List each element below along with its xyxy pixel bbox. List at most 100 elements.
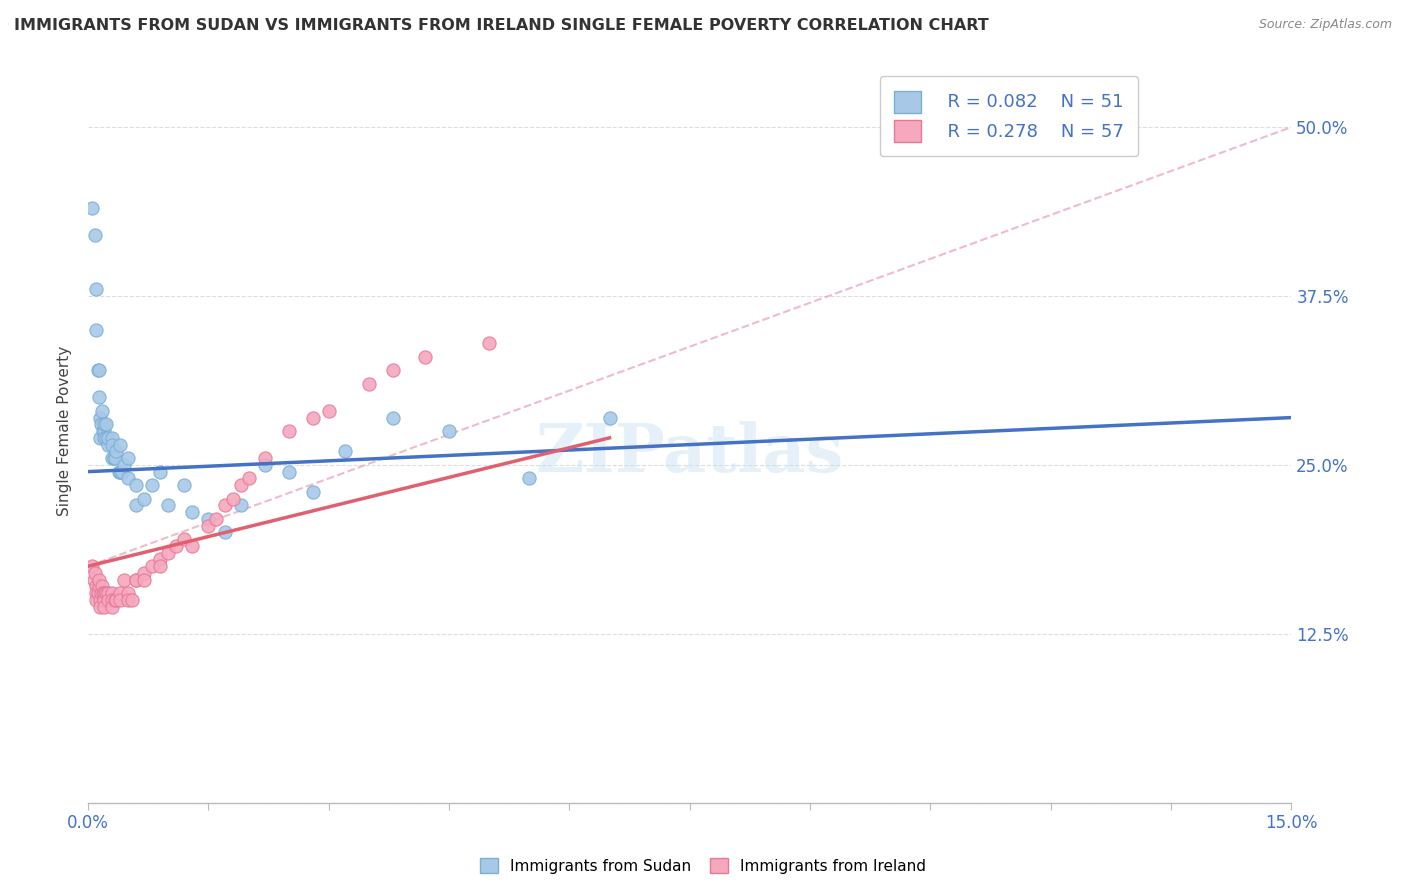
Point [134, 573, 156, 587]
Point [173, 532, 195, 546]
Point [94, 586, 117, 600]
Point [104, 451, 127, 466]
Text: IMMIGRANTS FROM SUDAN VS IMMIGRANTS FROM IRELAND SINGLE FEMALE POVERTY CORRELATI: IMMIGRANTS FROM SUDAN VS IMMIGRANTS FROM… [14, 18, 988, 33]
Point [83, 573, 105, 587]
Point [112, 573, 135, 587]
Point [89, 410, 111, 425]
Point [229, 478, 252, 492]
Point [381, 410, 404, 425]
Point [277, 465, 299, 479]
Point [117, 586, 139, 600]
Point [101, 451, 124, 466]
Point [89, 431, 111, 445]
Point [101, 599, 124, 614]
Point [101, 586, 124, 600]
Point [157, 499, 180, 513]
Point [333, 444, 356, 458]
Point [478, 336, 501, 351]
Point [110, 593, 132, 607]
Point [141, 478, 163, 492]
Point [301, 410, 323, 425]
Point [110, 586, 132, 600]
Point [517, 471, 540, 485]
Point [101, 437, 124, 451]
Point [87, 579, 110, 593]
Point [84, 282, 107, 296]
Point [90, 404, 112, 418]
Point [117, 593, 139, 607]
Point [437, 424, 460, 438]
Point [89, 593, 111, 607]
Point [197, 518, 219, 533]
Point [94, 431, 117, 445]
Point [93, 599, 115, 614]
Point [84, 323, 107, 337]
Point [238, 471, 260, 485]
Point [381, 363, 404, 377]
Point [105, 444, 128, 458]
Point [90, 417, 112, 432]
Point [125, 499, 148, 513]
Point [93, 431, 115, 445]
Point [112, 458, 135, 472]
Point [84, 586, 107, 600]
Legend:   R = 0.082    N = 51,   R = 0.278    N = 57: R = 0.082 N = 51, R = 0.278 N = 57 [880, 76, 1137, 156]
Point [181, 539, 204, 553]
Point [134, 566, 156, 580]
Point [83, 566, 105, 580]
Point [149, 552, 172, 566]
Point [253, 458, 276, 472]
Point [82, 559, 104, 574]
Point [97, 586, 120, 600]
Point [110, 437, 132, 451]
Point [157, 546, 180, 560]
Point [105, 593, 128, 607]
Point [229, 499, 252, 513]
Point [253, 451, 276, 466]
Point [149, 559, 172, 574]
Point [93, 593, 115, 607]
Point [101, 431, 124, 445]
Point [173, 478, 195, 492]
Point [84, 579, 107, 593]
Point [90, 579, 112, 593]
Point [89, 363, 111, 377]
Point [93, 424, 115, 438]
Point [125, 478, 148, 492]
Point [97, 437, 120, 451]
Point [90, 586, 112, 600]
Point [101, 593, 124, 607]
Point [93, 586, 115, 600]
Point [111, 465, 134, 479]
Point [89, 573, 111, 587]
Point [214, 525, 236, 540]
Point [125, 573, 148, 587]
Point [82, 201, 104, 215]
Point [97, 593, 120, 607]
Point [318, 404, 340, 418]
Text: ZIPatlas: ZIPatlas [536, 421, 844, 486]
Point [89, 599, 111, 614]
Point [205, 512, 228, 526]
Point [125, 573, 148, 587]
Text: Source: ZipAtlas.com: Source: ZipAtlas.com [1258, 18, 1392, 31]
Point [149, 465, 172, 479]
Point [413, 350, 436, 364]
Point [97, 431, 120, 445]
Point [357, 376, 380, 391]
Point [599, 410, 621, 425]
Point [181, 505, 204, 519]
Point [91, 586, 114, 600]
Point [117, 471, 139, 485]
Point [141, 559, 163, 574]
Point [104, 593, 127, 607]
Point [121, 593, 143, 607]
Point [117, 451, 139, 466]
Point [277, 424, 299, 438]
Point [84, 593, 107, 607]
Point [93, 417, 115, 432]
Legend: Immigrants from Sudan, Immigrants from Ireland: Immigrants from Sudan, Immigrants from I… [474, 852, 932, 880]
Point [91, 424, 114, 438]
Point [301, 484, 323, 499]
Point [83, 228, 105, 243]
